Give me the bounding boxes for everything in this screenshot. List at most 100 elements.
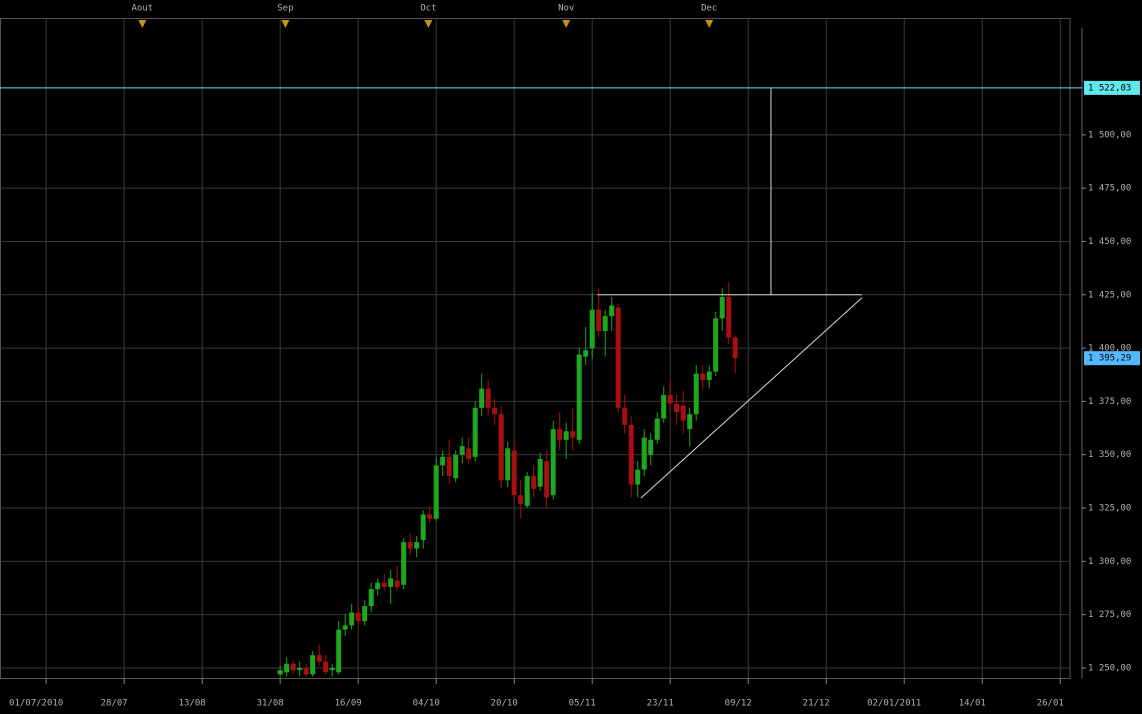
candle-body (459, 446, 465, 455)
candle-body (472, 407, 478, 457)
candle-body (602, 316, 608, 332)
candle-body (290, 663, 296, 671)
candle-body (576, 354, 582, 440)
month-marker (138, 20, 147, 28)
candle-body (498, 414, 504, 481)
candle-body (303, 667, 309, 675)
candle-body (563, 431, 569, 440)
candle-body (342, 625, 348, 630)
candle-body (680, 405, 686, 421)
candle-body (570, 431, 576, 438)
x-tick-label: 01/07/2010 (9, 699, 63, 709)
candle-body (654, 418, 660, 440)
candle-body (518, 495, 524, 504)
candle-body (687, 414, 693, 430)
month-label: Oct (420, 4, 436, 14)
candle-body (323, 661, 329, 673)
candle-body (310, 655, 316, 675)
candle-body (394, 580, 400, 587)
month-label: Dec (701, 4, 717, 14)
x-tick-label: 28/07 (101, 699, 128, 709)
candle-body (537, 458, 543, 487)
candle-body (427, 514, 433, 519)
candle-body (485, 388, 491, 408)
month-marker (281, 20, 290, 28)
candle-body (505, 448, 511, 481)
candle-body (524, 476, 530, 506)
candle-body (641, 437, 647, 470)
candle-body (719, 296, 725, 319)
month-label: Nov (558, 4, 574, 14)
candle-body (674, 403, 680, 413)
candle-body (667, 395, 673, 404)
x-tick-label: 02/01/2011 (867, 699, 921, 709)
candle-body (388, 578, 394, 587)
candle-body (700, 373, 706, 381)
candle-body (479, 388, 485, 408)
candle-body (732, 337, 738, 359)
drawn-line (640, 297, 863, 499)
candle-body (511, 450, 517, 496)
candle-body (277, 670, 283, 675)
x-tick-label: 04/10 (413, 699, 440, 709)
candle-body (693, 373, 699, 415)
candle-body (466, 448, 472, 459)
candle-body (446, 456, 452, 477)
candle-body (381, 582, 387, 587)
candle-body (609, 305, 615, 317)
y-tick-label: 1 500,00 (1088, 130, 1131, 140)
candle-body (615, 307, 621, 408)
x-tick-label: 21/12 (803, 699, 830, 709)
candle-body (355, 612, 361, 622)
candle-body (713, 318, 719, 372)
x-tick-label: 31/08 (257, 699, 284, 709)
x-tick-label: 14/01 (959, 699, 986, 709)
candle-body (706, 371, 712, 381)
candle-body (628, 424, 634, 485)
candle-body (316, 655, 322, 662)
candle-body (492, 407, 498, 415)
candle-body (648, 439, 654, 455)
candle-body (531, 476, 537, 489)
candle-body (726, 296, 732, 338)
y-tick-label: 1 375,00 (1088, 397, 1131, 407)
candle-body (336, 629, 342, 673)
candle-body (414, 542, 420, 549)
candle-body (440, 456, 446, 466)
y-tick-label: 1 325,00 (1088, 504, 1131, 514)
candle-body (635, 469, 641, 485)
candle-body (544, 461, 550, 498)
candle-body (362, 606, 368, 622)
month-label: Aout (132, 4, 154, 14)
candle-body (420, 514, 426, 541)
y-tick-label: 1 300,00 (1088, 557, 1131, 567)
candle-body (550, 429, 556, 496)
candle-body (407, 542, 413, 549)
price-tag-label: 1 522,03 (1088, 83, 1131, 93)
month-label: Sep (277, 4, 293, 14)
price-tag (1084, 80, 1140, 95)
candle-body (557, 429, 563, 440)
candle-body (589, 309, 595, 349)
month-marker (562, 20, 571, 28)
y-tick-label: 1 450,00 (1088, 237, 1131, 247)
y-tick-label: 1 250,00 (1088, 663, 1131, 673)
x-tick-label: 16/09 (335, 699, 362, 709)
candle-body (284, 663, 290, 673)
x-tick-label: 26/01 (1037, 699, 1064, 709)
y-tick-label: 1 400,00 (1088, 344, 1131, 354)
candle-body (329, 667, 335, 671)
x-tick-label: 20/10 (491, 699, 518, 709)
candle-body (401, 542, 407, 585)
x-tick-label: 09/12 (725, 699, 752, 709)
x-tick-label: 05/11 (569, 699, 596, 709)
candle-body (349, 612, 355, 626)
candle-body (583, 350, 589, 357)
candle-body (375, 582, 381, 590)
candle-body (596, 309, 602, 332)
candle-body (661, 395, 667, 419)
candle-body (453, 454, 459, 479)
candle-body (368, 589, 374, 607)
candle-body (622, 407, 628, 425)
